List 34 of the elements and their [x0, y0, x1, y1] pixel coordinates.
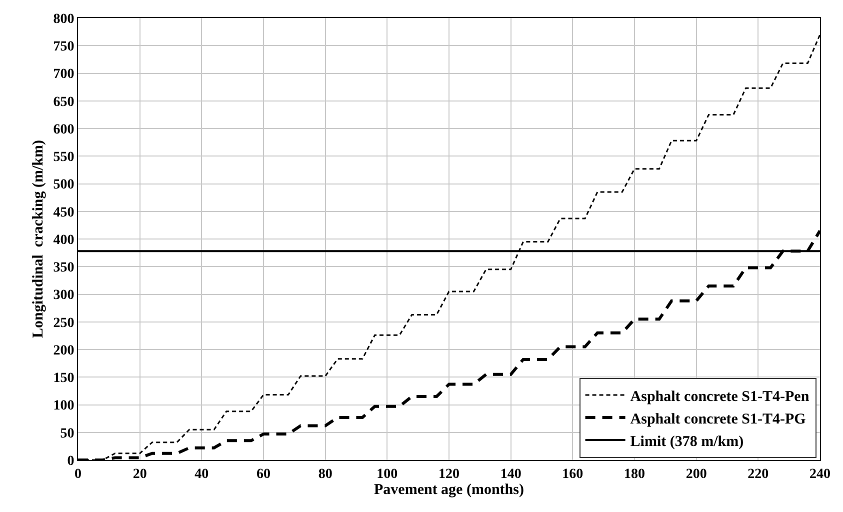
x-tick-label: 220: [748, 466, 769, 482]
y-tick-label: 400: [53, 232, 74, 248]
x-tick-label: 40: [194, 466, 209, 482]
y-tick-label: 250: [53, 316, 74, 331]
x-tick-label: 200: [686, 466, 707, 482]
x-tick-label: 80: [318, 466, 332, 482]
legend-label: Asphalt concrete S1-T4-Pen: [630, 388, 810, 405]
y-tick-label: 100: [53, 398, 74, 414]
x-tick-label: 180: [624, 466, 645, 482]
x-tick-label: 160: [562, 466, 584, 482]
x-tick-label: 60: [256, 466, 270, 482]
y-tick-label: 500: [53, 178, 74, 193]
y-tick-label: 200: [53, 343, 74, 358]
x-tick-label: 140: [500, 466, 522, 482]
y-tick-label: 50: [60, 426, 74, 442]
y-tick-label: 150: [53, 371, 74, 386]
y-tick-label: 600: [53, 122, 74, 138]
y-tick-label: 700: [53, 67, 74, 82]
legend-label: Limit (378 m/km): [630, 434, 744, 450]
x-tick-label: 100: [376, 466, 398, 482]
y-tick-label: 0: [67, 454, 74, 469]
x-tick-label: 120: [438, 466, 460, 482]
y-tick-label: 800: [53, 12, 74, 27]
x-tick-label: 240: [810, 466, 830, 482]
y-axis-title: Longitudinal cracking (m/km): [30, 140, 46, 338]
x-axis-title: Pavement age (months): [374, 482, 524, 498]
y-tick-label: 300: [53, 288, 74, 304]
y-tick-label: 750: [53, 40, 74, 55]
y-tick-label: 650: [53, 94, 74, 110]
y-tick-label: 550: [53, 150, 74, 166]
legend-label: Asphalt concrete S1-T4-PG: [630, 411, 806, 428]
x-tick-label: 20: [132, 466, 147, 482]
y-tick-label: 450: [53, 205, 74, 220]
y-tick-label: 350: [53, 260, 74, 276]
